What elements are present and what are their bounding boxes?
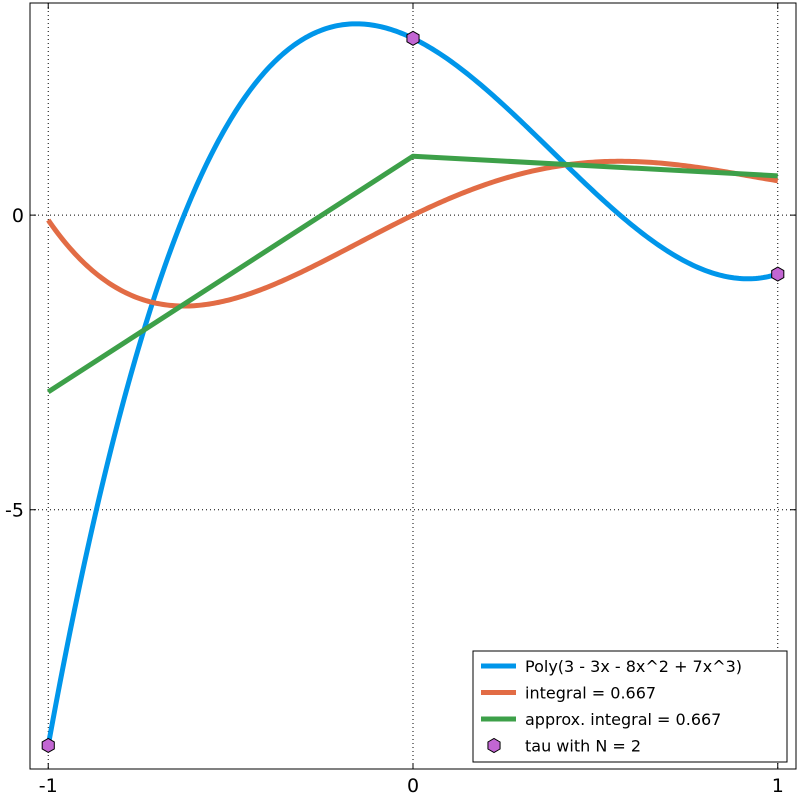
tau-marker: [406, 30, 420, 46]
legend-label: tau with N = 2: [525, 737, 641, 756]
tau-marker: [771, 266, 785, 282]
x-tick-label: -1: [39, 775, 58, 797]
legend-marker: [487, 737, 501, 754]
y-tick-label: 0: [12, 205, 24, 227]
x-tick-label: 1: [772, 775, 784, 797]
series-line-1: [46, 158, 779, 309]
legend-label: approx. integral = 0.667: [525, 710, 721, 729]
legend-label: integral = 0.667: [525, 684, 656, 703]
legend: Poly(3 - 3x - 8x^2 + 7x^3) integral = 0.6…: [472, 650, 788, 763]
ticks: -1 0 1 0 -5: [5, 3, 796, 797]
legend-label: Poly(3 - 3x - 8x^2 + 7x^3): [525, 657, 742, 676]
series-line-2: [46, 153, 778, 394]
legend-box: [472, 650, 788, 763]
x-tick-label: 0: [407, 775, 419, 797]
tau-marker: [41, 737, 55, 754]
series-layer: [41, 21, 785, 754]
series-line-0: [45, 21, 779, 746]
y-tick-label: -5: [5, 500, 24, 522]
